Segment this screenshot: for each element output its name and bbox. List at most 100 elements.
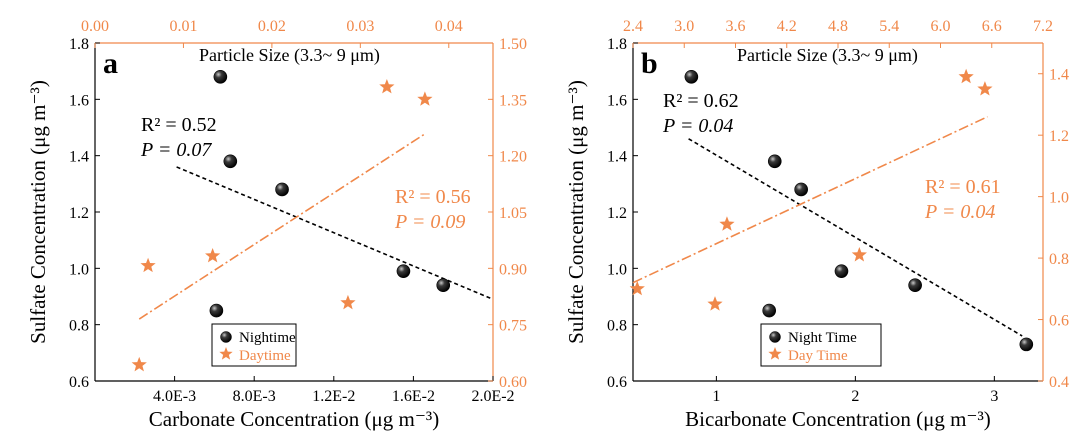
bottom-x-tick-label: 2: [851, 388, 859, 405]
night-point: [436, 278, 451, 293]
legend-box: [211, 323, 297, 367]
panel-b: 0.6 0.8 1.0 1.2 1.4 1.6 1.8 1 2 3 2.4 3.0 3.6 4.2 4.8 5…: [564, 18, 1069, 431]
top-axis-title: Particle Size (3.3~ 9 μm): [737, 45, 918, 66]
night-point: [767, 154, 782, 169]
night-point: [209, 303, 224, 318]
panel-letter: b: [641, 47, 658, 80]
top-x-tick-label: 5.4: [879, 18, 899, 35]
night-p-annotation: P = 0.07: [140, 139, 212, 161]
night-point: [834, 264, 849, 278]
top-x-tick-label: 3.6: [726, 18, 746, 35]
night-fit-line: [176, 166, 494, 301]
top-x-tick-label: 6.6: [982, 18, 1002, 35]
top-x-tick-label: 0.00: [81, 18, 109, 35]
day-point: [131, 356, 147, 372]
left-y-tick-label: 1.4: [69, 149, 89, 166]
day-fit-line: [632, 116, 988, 284]
left-y-tick-label: 1.6: [607, 92, 627, 109]
night-point: [1019, 337, 1034, 352]
bottom-x-tick-label: 1: [712, 388, 720, 405]
top-axis-title: Particle Size (3.3~ 9 μm): [199, 45, 380, 66]
day-point: [417, 91, 433, 106]
night-r2-annotation: R² = 0.62: [663, 90, 739, 112]
panel-a: 0.6 0.8 1.0 1.2 1.4 1.6 1.8 4.0E-3 8.0E-3 1.2E-2 1…: [26, 18, 527, 431]
left-y-tick-label: 1.8: [69, 36, 89, 53]
night-point: [684, 70, 699, 84]
right-y-tick-label: 1.20: [499, 149, 527, 166]
bottom-x-tick-label: 1.6E-2: [392, 388, 435, 405]
right-y-tick-label: 1.50: [499, 36, 527, 53]
top-x-tick-label: 0.03: [346, 18, 374, 35]
night-point: [213, 70, 228, 84]
day-point: [719, 216, 735, 231]
x-axis-title: Bicarbonate Concentration (μg m⁻³): [685, 407, 991, 431]
left-y-tick-label: 0.6: [607, 374, 627, 391]
left-y-tick-label: 0.6: [69, 374, 89, 391]
day-point: [977, 81, 993, 96]
legend-night-marker: [769, 331, 781, 343]
night-point: [223, 154, 238, 169]
legend-day-label: Day Time: [788, 348, 848, 364]
top-x-tick-label: 0.04: [435, 18, 463, 35]
night-r2-annotation: R² = 0.52: [141, 114, 217, 136]
right-y-tick-label: 0.8: [1049, 251, 1069, 268]
top-x-tick-label: 6.0: [931, 18, 951, 35]
right-y-tick-label: 0.6: [1049, 313, 1069, 330]
x-axis-title: Carbonate Concentration (μg m⁻³): [149, 407, 439, 431]
left-y-tick-label: 1.4: [607, 149, 627, 166]
right-y-tick-label: 0.90: [499, 261, 527, 278]
top-x-tick-label: 3.0: [674, 18, 694, 35]
right-y-tick-label: 1.4: [1049, 67, 1069, 84]
bottom-x-tick-label: 4.0E-3: [153, 388, 196, 405]
day-point: [629, 280, 645, 296]
night-fit-line: [688, 138, 1023, 337]
legend-night-label: Nightime: [239, 330, 296, 346]
top-x-tick-label: 4.2: [777, 18, 797, 35]
legend: Night Time Day Time: [760, 323, 882, 367]
panel-letter: a: [103, 47, 118, 80]
left-y-tick-label: 1.2: [607, 205, 627, 222]
right-y-tick-label: 0.75: [499, 318, 527, 335]
day-r2-annotation: R² = 0.61: [925, 176, 1001, 198]
top-x-tick-label: 0.01: [169, 18, 197, 35]
right-y-tick-label: 0.60: [499, 374, 527, 391]
day-point: [707, 296, 723, 311]
day-point: [958, 68, 974, 84]
night-point: [908, 278, 922, 293]
top-x-tick-label: 0.02: [258, 18, 286, 35]
night-point: [396, 264, 411, 278]
day-fit-line: [138, 133, 426, 320]
legend-night-marker: [220, 331, 232, 343]
bottom-x-tick-label: 3: [990, 388, 998, 405]
day-point: [340, 294, 356, 310]
day-point: [851, 247, 867, 262]
day-point: [379, 78, 395, 94]
right-y-tick-label: 1.0: [1049, 190, 1069, 207]
night-point: [762, 303, 777, 318]
day-point: [140, 257, 156, 273]
right-y-tick-label: 0.4: [1049, 374, 1069, 391]
bottom-x-tick-label: 8.0E-3: [233, 388, 276, 405]
right-y-tick-label: 1.35: [499, 92, 527, 109]
top-x-tick-label: 2.4: [623, 18, 643, 35]
left-y-tick-label: 0.8: [69, 318, 89, 335]
bottom-x-tick-label: 1.2E-2: [312, 388, 355, 405]
right-y-tick-label: 1.05: [499, 205, 527, 222]
left-y-tick-label: 1.6: [69, 92, 89, 109]
legend: Nightime Daytime: [211, 323, 297, 367]
legend-day-marker: [219, 347, 233, 360]
y-axis-title: Sulfate Concentration (μg m⁻³): [564, 80, 588, 344]
night-point: [275, 182, 289, 197]
night-p-annotation: P = 0.04: [662, 115, 733, 137]
y-axis-title: Sulfate Concentration (μg m⁻³): [26, 80, 50, 344]
legend-night-label: Night Time: [788, 330, 857, 346]
night-point: [794, 182, 808, 197]
day-p-annotation: P = 0.09: [394, 211, 465, 233]
left-y-tick-label: 1.0: [607, 261, 627, 278]
top-x-tick-label: 4.8: [828, 18, 848, 35]
day-p-annotation: P = 0.04: [924, 201, 995, 223]
left-y-tick-label: 1.2: [69, 205, 89, 222]
left-y-tick-label: 1.0: [69, 261, 89, 278]
left-y-tick-label: 0.8: [607, 318, 627, 335]
